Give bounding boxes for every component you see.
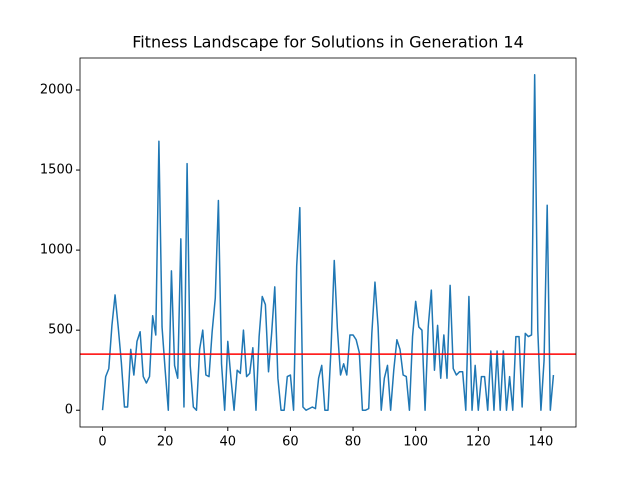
y-tick-label: 1500 bbox=[40, 163, 73, 178]
x-tick-label: 100 bbox=[403, 435, 428, 450]
data-line bbox=[101, 74, 555, 411]
plot-frame bbox=[79, 57, 577, 428]
x-tick-label: 140 bbox=[529, 435, 554, 450]
x-tick-label: 20 bbox=[157, 435, 174, 450]
chart-title: Fitness Landscape for Solutions in Gener… bbox=[132, 33, 524, 52]
y-tick-label: 1000 bbox=[40, 243, 73, 258]
y-tick-label: 500 bbox=[48, 323, 73, 338]
x-tick-label: 60 bbox=[282, 435, 299, 450]
y-tick-label: 0 bbox=[65, 403, 73, 418]
y-tick-label: 2000 bbox=[40, 82, 73, 97]
x-tick-label: 40 bbox=[220, 435, 237, 450]
x-tick-label: 80 bbox=[345, 435, 362, 450]
x-tick-label: 0 bbox=[98, 435, 106, 450]
x-tick-label: 120 bbox=[466, 435, 491, 450]
